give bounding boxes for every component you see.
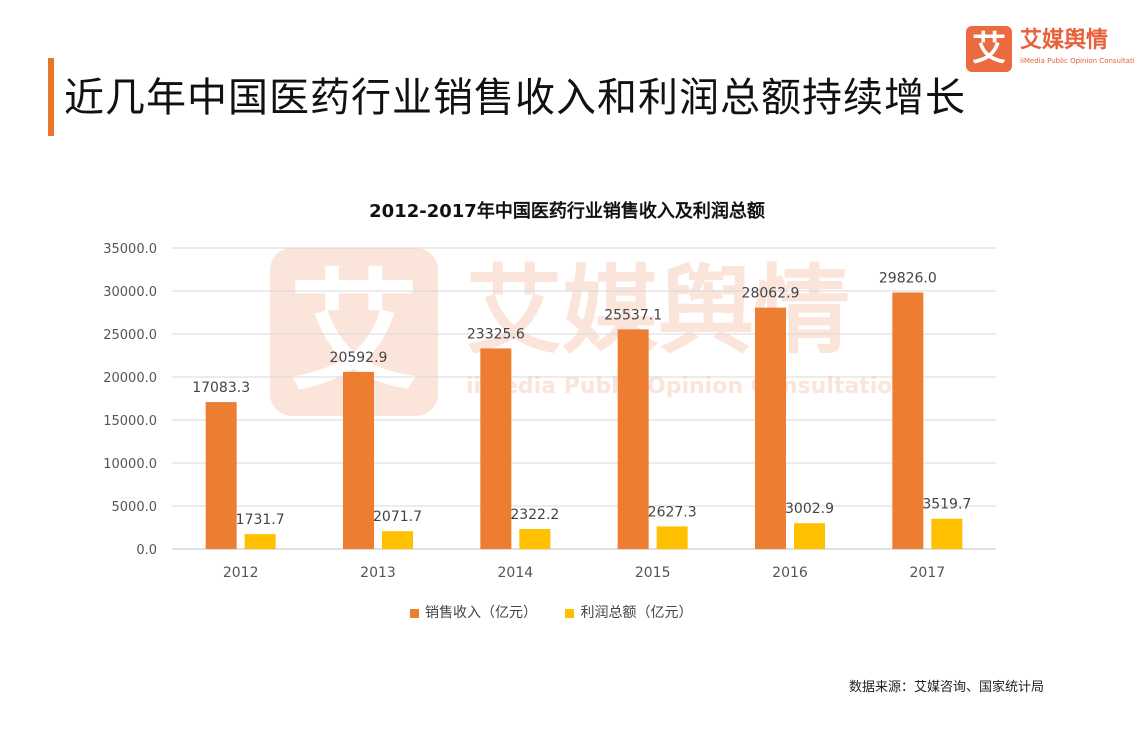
brand-logo[interactable]: 艾 艾媒舆情 iiMedia Public Opinion Consultati… [966,26,1134,74]
profit-data-label: 1731.7 [236,512,285,528]
revenue-bar [617,329,649,549]
revenue-data-label: 29826.0 [879,270,937,286]
y-tick-label: 25000.0 [103,328,157,343]
legend-swatch-profit [565,608,575,618]
legend-item-revenue[interactable]: 销售收入（亿元） [410,602,537,624]
profit-bar [519,529,551,549]
y-tick-label: 35000.0 [103,242,157,257]
x-tick-label: 2014 [498,565,534,581]
chart-title: 2012-2017年中国医药行业销售收入及利润总额 [369,201,765,222]
legend-label-profit: 利润总额（亿元） [580,605,693,621]
revenue-data-label: 20592.9 [330,350,388,366]
logo-name: 艾媒舆情 [1020,28,1109,53]
profit-data-label: 2627.3 [648,504,697,520]
y-tick-label: 30000.0 [103,285,157,300]
profit-bar [244,534,276,549]
logo-subtitle: iiMedia Public Opinion Consultation [1020,57,1134,65]
profit-bar [931,518,963,549]
logo-mark-icon: 艾 [966,26,1012,72]
x-tick-label: 2015 [635,565,671,581]
revenue-data-label: 17083.3 [192,380,250,396]
y-tick-label: 0.0 [136,543,157,558]
title-accent-bar [48,58,54,136]
revenue-bar [755,307,786,549]
x-tick-label: 2012 [223,565,259,581]
profit-data-label: 2322.2 [510,507,559,523]
revenue-data-label: 23325.6 [467,326,525,342]
revenue-bar [480,348,512,549]
page-title: 近几年中国医药行业销售收入和利润总额持续增长 [64,75,966,121]
legend-swatch-revenue [410,608,419,618]
legend-item-profit[interactable]: 利润总额（亿元） [565,602,692,624]
x-tick-label: 2017 [910,565,946,581]
y-tick-label: 20000.0 [103,371,157,386]
chart-legend: 销售收入（亿元） 利润总额（亿元） [410,602,716,624]
profit-bar [794,523,825,549]
profit-data-label: 2071.7 [373,509,422,525]
revenue-bar [205,402,237,549]
profit-data-label: 3519.7 [922,497,971,513]
profit-data-label: 3002.9 [785,501,834,517]
y-tick-label: 10000.0 [103,457,157,472]
x-tick-label: 2013 [360,565,396,581]
profit-bar [656,526,688,549]
y-tick-label: 15000.0 [103,414,157,429]
revenue-data-label: 25537.1 [604,307,662,323]
profit-bar [382,531,413,549]
x-tick-label: 2016 [772,565,808,581]
data-source-note: 数据来源：艾媒咨询、国家统计局 [848,680,1044,695]
revenue-bar [343,371,374,549]
y-tick-label: 5000.0 [112,500,158,515]
revenue-data-label: 28062.9 [742,286,800,302]
legend-label-revenue: 销售收入（亿元） [425,605,537,621]
revenue-bar [892,292,924,549]
